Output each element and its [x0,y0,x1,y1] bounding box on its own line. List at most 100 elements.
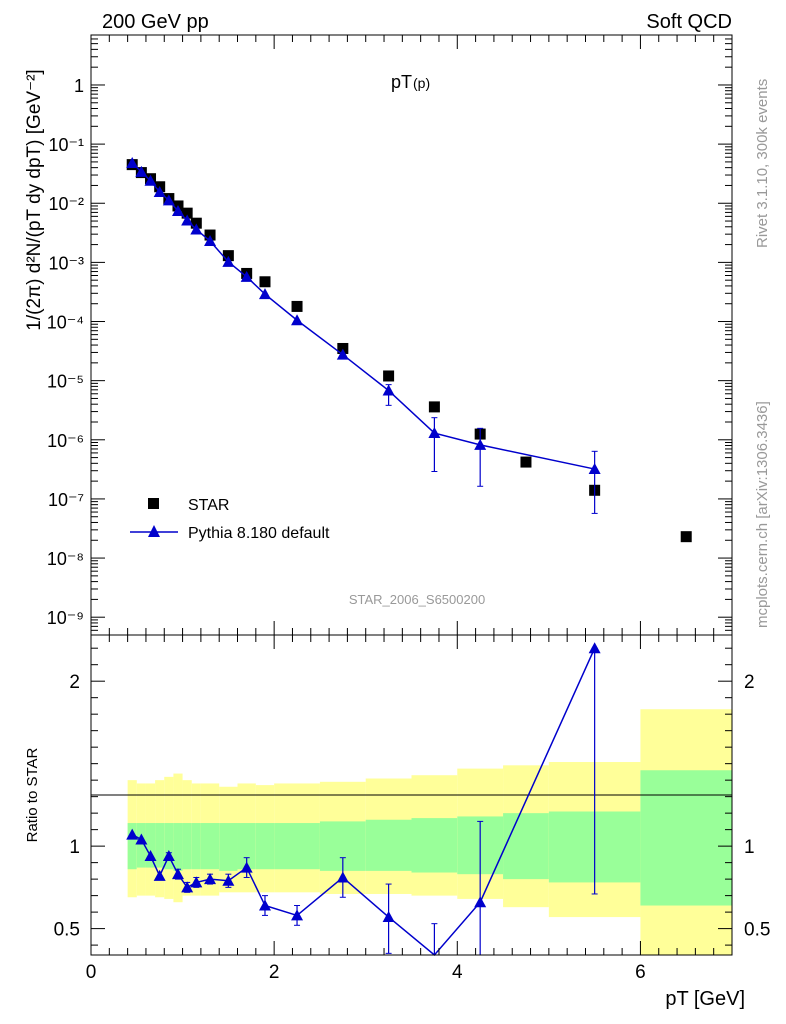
mc-data-point [153,185,166,197]
inner-band-bin [182,823,192,870]
ratio-point [181,881,194,893]
mc-data-point [171,204,184,216]
mc-data-point [126,156,139,168]
mc-data-point [428,427,441,439]
bottom-marks [126,642,601,957]
inner-band-bin [503,813,549,880]
bottom-ytick-label-right: 2 [744,672,755,693]
ratio-point [144,850,157,862]
top-ytick-label: 10⁻² [48,194,84,214]
star-data-point [259,276,271,288]
ratio-point [382,911,395,923]
ratio-point [153,869,166,881]
legend: STAR Pythia 8.180 default [130,497,330,542]
header-left: 200 GeV pp [102,11,209,33]
mc-data-point [162,194,175,206]
inner-band-bin [255,823,275,870]
ratio-point [291,909,304,921]
inner-band-bin [640,770,732,906]
ratio-line [131,647,596,957]
bottom-ytick-label: 0.5 [54,920,80,941]
mc-data-point [204,234,217,246]
ratio-point [474,896,487,908]
mc-data-point [190,223,203,235]
inner-band-bin [219,823,238,871]
ratio-point [222,874,235,886]
top-ylabel: 1/(2π) d²N/(pT dy dpT) [GeV⁻²] [24,69,45,330]
inner-band-bin [145,823,156,868]
legend-mc-marker [148,525,160,537]
legend-mc-label: Pythia 8.180 default [188,525,330,542]
inner-band-bin [136,823,146,868]
star-data-point [222,250,234,262]
plot-title-sub: (p) [413,75,430,91]
top-panel: 10⁻⁹ 10⁻⁸ 10⁻⁷ 10⁻⁶ 10⁻⁵ 10⁻⁴ 10⁻³ 10⁻² 10⁻¹ 1 pT… [24,34,733,636]
inner-band-bin [191,823,201,870]
inner-band-bin [164,823,174,870]
ratio-point [171,868,184,880]
mc-data-point [382,384,395,396]
xlabel: pT [GeV] [665,988,745,1010]
ratio-point [588,642,601,654]
star-data-point [337,342,349,354]
mc-data-point [240,270,253,282]
top-ytick-label: 1 [74,76,84,96]
side-right-top: Rivet 3.1.10, 300k events [754,79,771,248]
mc-data-point [135,165,148,177]
bottom-ytick-label-right: 0.5 [744,920,770,941]
top-axis-ticks: 10⁻⁹ 10⁻⁸ 10⁻⁷ 10⁻⁶ 10⁻⁵ 10⁻⁴ 10⁻³ 10⁻² 10⁻¹ 1 [47,34,733,636]
bottom-frame [90,634,733,956]
bottom-ylabel: Ratio to STAR [24,747,41,842]
bottom-axis-ticks: 0.5 0.5 1 1 2 2 0 2 4 6 [54,635,770,983]
star-data-point [680,531,692,543]
bottom-ytick-label-right: 1 [744,837,755,858]
side-right-bottom: mcplots.cern.ch [arXiv:1306.3436] [754,401,771,628]
bottom-ytick-label: 1 [69,837,80,858]
star-data-point [190,217,202,229]
ratio-point [126,828,139,840]
ratio-point [240,861,253,873]
ratio-point [204,873,217,885]
inner-band-bin [411,818,458,873]
analysis-tag: STAR_2006_S6500200 [349,592,485,607]
header-right: Soft QCD [646,11,732,33]
mc-data-point [474,438,487,450]
ratio-point [336,871,349,883]
star-data-point [383,370,395,382]
xtick-label: 2 [269,962,280,983]
star-data-point [428,401,440,413]
top-ytick-label: 10⁻¹ [48,135,84,155]
top-ytick-label: 10⁻⁷ [48,490,84,510]
xtick-label: 0 [86,962,97,983]
mc-data-point [258,288,271,300]
mc-data-point [588,463,601,475]
ratio-bands [127,709,732,955]
inner-band-bin [237,823,256,870]
mc-data-point [336,348,349,360]
inner-band-bin [173,823,183,871]
top-ytick-label: 10⁻⁶ [47,431,84,451]
mc-line [131,162,595,470]
ratio-point [162,850,175,862]
inner-band-bin [200,823,220,870]
top-ytick-label: 10⁻⁸ [47,549,84,569]
bottom-ytick-label: 2 [69,672,80,693]
inner-band-bin [365,819,412,871]
mc-data-point [222,255,235,267]
ratio-point [135,833,148,845]
plot-title: pT [391,72,412,92]
legend-data-marker [148,498,159,509]
top-marks [126,156,692,543]
top-ytick-label: 10⁻⁵ [47,372,84,392]
top-ytick-label: 10⁻⁴ [47,313,84,333]
top-ytick-label: 10⁻⁹ [47,608,84,628]
legend-data-label: STAR [188,497,229,514]
xtick-label: 4 [452,962,463,983]
ratio-point [190,876,203,888]
mc-data-point [144,174,157,186]
top-frame [90,34,733,636]
top-ytick-label: 10⁻³ [48,253,84,273]
xtick-label: 6 [635,962,646,983]
inner-band-bin [127,823,137,870]
